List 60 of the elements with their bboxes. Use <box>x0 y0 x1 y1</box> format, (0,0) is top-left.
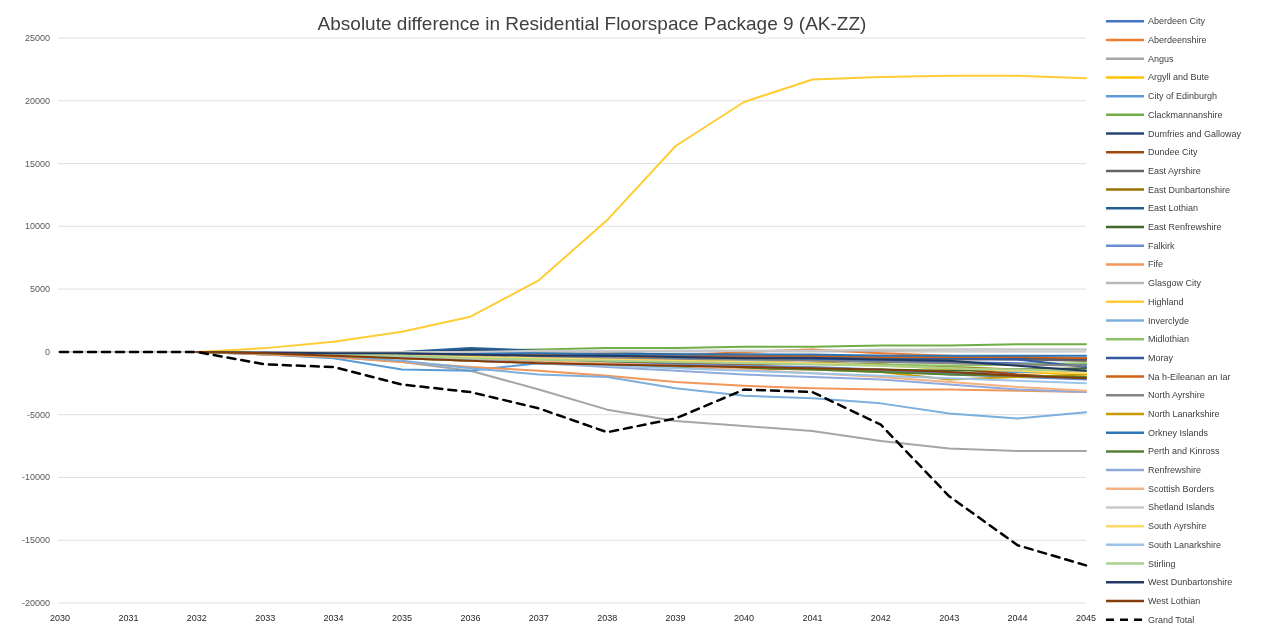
legend-label: Grand Total <box>1148 614 1195 625</box>
legend-label: East Lothian <box>1148 203 1199 214</box>
legend-label: Falkirk <box>1148 240 1175 251</box>
legend-label: Moray <box>1148 352 1174 363</box>
x-tick-label: 2030 <box>49 613 71 623</box>
legend-label: Renfrewshire <box>1148 465 1202 476</box>
x-tick-label: 2035 <box>391 613 413 623</box>
x-tick-label: 2036 <box>460 613 481 623</box>
legend-label: Aberdeenshire <box>1148 35 1207 46</box>
legend-label: West Dunbartonshire <box>1148 577 1233 588</box>
legend-label: South Ayrshire <box>1148 521 1207 532</box>
y-tick-label: -5000 <box>26 409 50 420</box>
legend-label: Na h-Eileanan an Iar <box>1148 371 1231 382</box>
legend-label: Scottish Borders <box>1148 483 1215 494</box>
legend-label: South Lanarkshire <box>1148 539 1222 550</box>
legend-label: East Dunbartonshire <box>1148 184 1231 195</box>
x-tick-label: 2044 <box>1007 613 1028 623</box>
x-tick-label: 2034 <box>323 613 344 623</box>
legend-label: Angus <box>1148 53 1175 64</box>
legend-label: Glasgow City <box>1148 278 1202 289</box>
legend-label: Stirling <box>1148 558 1176 569</box>
y-tick-label: -20000 <box>21 598 50 608</box>
x-tick-label: 2032 <box>186 613 207 623</box>
legend-label: Orkney Islands <box>1148 427 1209 438</box>
legend-label: North Lanarkshire <box>1148 408 1220 419</box>
x-tick-label: 2043 <box>939 613 960 623</box>
legend-label: West Lothian <box>1148 595 1201 606</box>
legend-label: Aberdeen City <box>1148 16 1206 27</box>
y-tick-label: 10000 <box>24 221 50 232</box>
y-tick-label: 15000 <box>24 158 50 169</box>
x-tick-label: 2033 <box>255 613 276 623</box>
legend-label: Highland <box>1148 296 1184 307</box>
x-tick-label: 2039 <box>665 613 686 623</box>
x-tick-label: 2040 <box>733 613 755 623</box>
y-tick-label: -10000 <box>21 472 50 483</box>
y-tick-label: 25000 <box>24 33 50 43</box>
legend-label: City of Edinburgh <box>1148 91 1218 102</box>
legend-label: Shetland Islands <box>1148 502 1216 513</box>
y-tick-label: 0 <box>44 346 50 357</box>
legend-label: Dumfries and Galloway <box>1148 128 1242 139</box>
chart-title: Absolute difference in Residential Floorspace Package 9 (AK-ZZ) <box>317 13 867 34</box>
legend-label: Argyll and Bute <box>1148 72 1210 83</box>
legend-label: Fife <box>1148 259 1164 270</box>
x-tick-label: 2041 <box>802 613 823 623</box>
x-tick-label: 2037 <box>528 613 549 623</box>
y-tick-label: -15000 <box>21 535 50 546</box>
legend-label: Inverclyde <box>1148 315 1190 326</box>
legend-label: East Ayrshire <box>1148 165 1201 176</box>
legend-label: North Ayrshire <box>1148 390 1205 401</box>
x-tick-label: 2038 <box>597 613 618 623</box>
x-tick-label: 2031 <box>118 613 139 623</box>
legend-label: Clackmannanshire <box>1148 109 1223 120</box>
x-tick-label: 2042 <box>870 613 891 623</box>
legend-label: East Renfrewshire <box>1148 222 1222 233</box>
y-tick-label: 5000 <box>29 284 50 295</box>
legend-label: Dundee City <box>1148 147 1199 158</box>
y-tick-label: 20000 <box>24 95 50 106</box>
legend-label: Perth and Kinross <box>1148 446 1221 457</box>
x-tick-label: 2045 <box>1075 613 1097 623</box>
legend-label: Midlothian <box>1148 334 1190 345</box>
